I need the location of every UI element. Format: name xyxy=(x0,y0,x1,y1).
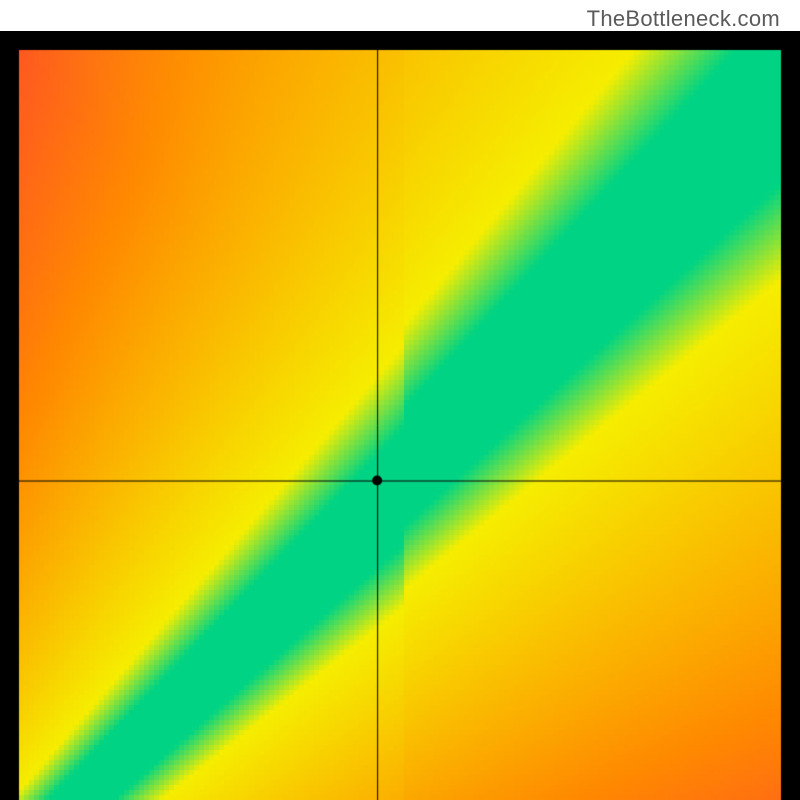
chart-frame xyxy=(0,31,800,800)
heatmap-canvas xyxy=(0,31,800,800)
chart-container: TheBottleneck.com xyxy=(0,0,800,800)
watermark-text: TheBottleneck.com xyxy=(587,6,780,32)
